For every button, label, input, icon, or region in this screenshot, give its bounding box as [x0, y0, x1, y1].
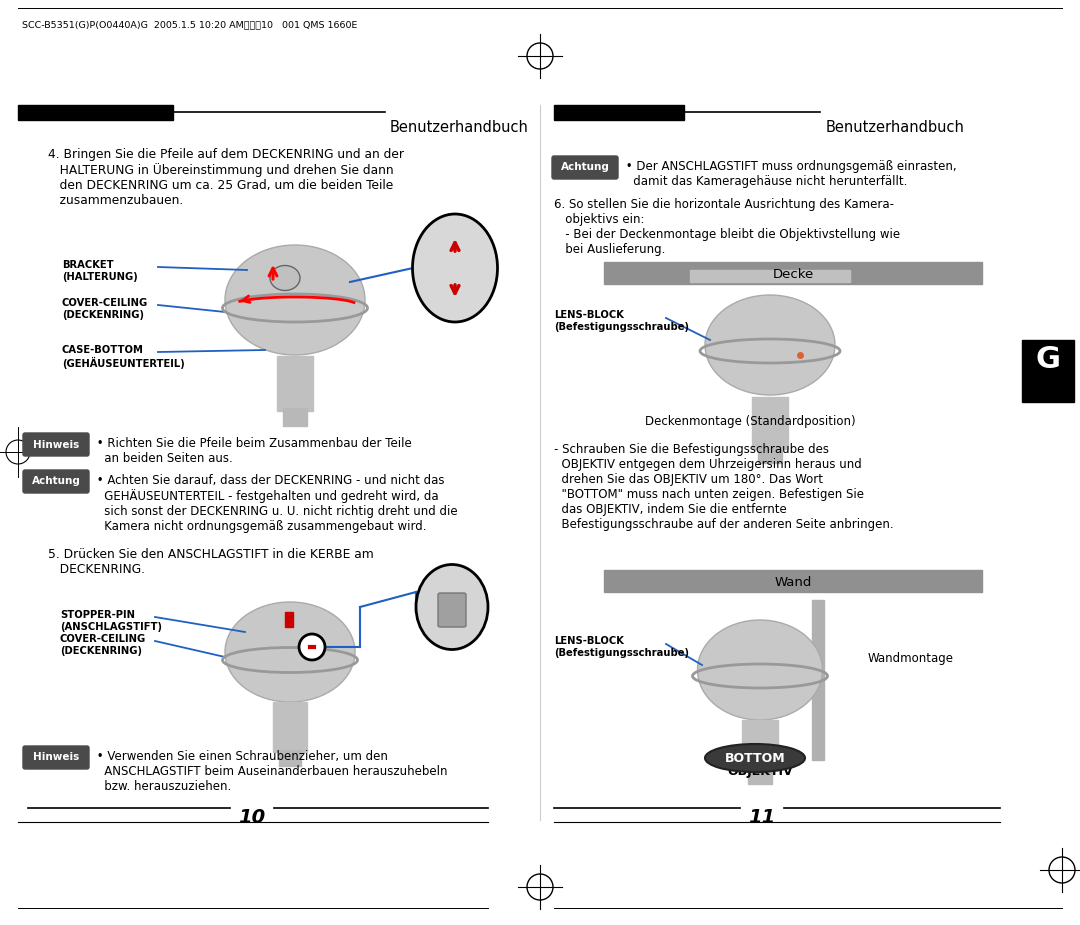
- FancyBboxPatch shape: [552, 156, 618, 179]
- Bar: [1022, 340, 1074, 402]
- Text: G: G: [1036, 345, 1061, 374]
- Text: BRACKET
(HALTERUNG): BRACKET (HALTERUNG): [62, 260, 138, 281]
- Bar: [283, 408, 307, 426]
- Text: • Richten Sie die Pfeile beim Zusammenbau der Teile
   an beiden Seiten aus.: • Richten Sie die Pfeile beim Zusammenba…: [93, 437, 411, 465]
- Bar: [604, 262, 982, 284]
- Text: Benutzerhandbuch: Benutzerhandbuch: [390, 120, 529, 135]
- Text: Benutzerhandbuch: Benutzerhandbuch: [826, 120, 964, 135]
- Ellipse shape: [416, 564, 488, 649]
- Ellipse shape: [705, 295, 835, 395]
- Text: • Der ANSCHLAGSTIFT muss ordnungsgemäß einrasten,
   damit das Kameragehäuse nic: • Der ANSCHLAGSTIFT muss ordnungsgemäß e…: [622, 160, 957, 188]
- Bar: [748, 768, 772, 784]
- Bar: [554, 105, 684, 120]
- Text: 11: 11: [748, 808, 775, 827]
- Ellipse shape: [413, 214, 498, 322]
- Text: 10: 10: [239, 808, 266, 827]
- Text: Decke: Decke: [772, 268, 813, 281]
- Ellipse shape: [225, 245, 365, 355]
- Bar: [812, 600, 824, 760]
- Text: LENS-BLOCK
(Befestigungsschraube): LENS-BLOCK (Befestigungsschraube): [554, 310, 689, 331]
- FancyBboxPatch shape: [23, 470, 89, 493]
- Bar: [742, 720, 778, 770]
- Text: SCC-B5351(G)P(O0440A)G  2005.1.5 10:20 AM포이지10   001 QMS 1660E: SCC-B5351(G)P(O0440A)G 2005.1.5 10:20 AM…: [22, 20, 357, 29]
- Text: - Schrauben Sie die Befestigungsschraube des
  OBJEKTIV entgegen dem Uhrzeigersi: - Schrauben Sie die Befestigungsschraube…: [554, 443, 893, 531]
- Bar: [604, 570, 982, 592]
- FancyBboxPatch shape: [23, 746, 89, 769]
- Ellipse shape: [235, 268, 355, 288]
- Bar: [285, 612, 293, 627]
- Text: • Achten Sie darauf, dass der DECKENRING - und nicht das
   GEHÄUSEUNTERTEIL - f: • Achten Sie darauf, dass der DECKENRING…: [93, 474, 458, 533]
- Text: Wand: Wand: [774, 576, 812, 589]
- Text: 6. So stellen Sie die horizontale Ausrichtung des Kamera-
   objektivs ein:
   -: 6. So stellen Sie die horizontale Ausric…: [554, 198, 900, 256]
- Bar: [18, 105, 173, 120]
- Circle shape: [299, 634, 325, 660]
- Text: • Verwenden Sie einen Schraubenzieher, um den
   ANSCHLAGSTIFT beim Auseinanderb: • Verwenden Sie einen Schraubenzieher, u…: [93, 750, 447, 793]
- Text: Hinweis: Hinweis: [32, 439, 79, 450]
- FancyBboxPatch shape: [23, 433, 89, 456]
- Bar: [273, 702, 307, 752]
- Text: 5. Drücken Sie den ANSCHLAGSTIFT in die KERBE am
   DECKENRING.: 5. Drücken Sie den ANSCHLAGSTIFT in die …: [48, 548, 374, 576]
- Ellipse shape: [705, 744, 805, 772]
- Ellipse shape: [225, 602, 355, 702]
- Text: CASE-BOTTOM
(GEHÄUSEUNTERTEIL): CASE-BOTTOM (GEHÄUSEUNTERTEIL): [62, 345, 185, 369]
- FancyBboxPatch shape: [438, 593, 465, 627]
- Bar: [276, 356, 313, 411]
- Ellipse shape: [270, 265, 300, 290]
- Text: OBJEKTIV: OBJEKTIV: [727, 765, 793, 778]
- Text: Achtung: Achtung: [561, 163, 609, 172]
- Text: Hinweis: Hinweis: [32, 753, 79, 762]
- Bar: [758, 447, 782, 463]
- Text: COVER-CEILING
(DECKENRING): COVER-CEILING (DECKENRING): [60, 634, 146, 656]
- Bar: [690, 270, 850, 282]
- Text: Achtung: Achtung: [31, 476, 80, 487]
- Bar: [752, 397, 788, 449]
- Bar: [279, 750, 301, 766]
- Text: COVER-CEILING
(DECKENRING): COVER-CEILING (DECKENRING): [62, 298, 148, 320]
- Text: Deckenmontage (Standardposition): Deckenmontage (Standardposition): [645, 415, 855, 428]
- Ellipse shape: [232, 623, 348, 641]
- Text: BOTTOM: BOTTOM: [725, 751, 785, 764]
- Ellipse shape: [698, 620, 823, 720]
- Text: LENS-BLOCK
(Befestigungsschraube): LENS-BLOCK (Befestigungsschraube): [554, 636, 689, 658]
- Text: Wandmontage: Wandmontage: [868, 652, 954, 665]
- Text: STOPPER-PIN
(ANSCHLAGSTIFT): STOPPER-PIN (ANSCHLAGSTIFT): [60, 610, 162, 632]
- Text: 4. Bringen Sie die Pfeile auf dem DECKENRING und an der
   HALTERUNG in Übereins: 4. Bringen Sie die Pfeile auf dem DECKEN…: [48, 148, 404, 207]
